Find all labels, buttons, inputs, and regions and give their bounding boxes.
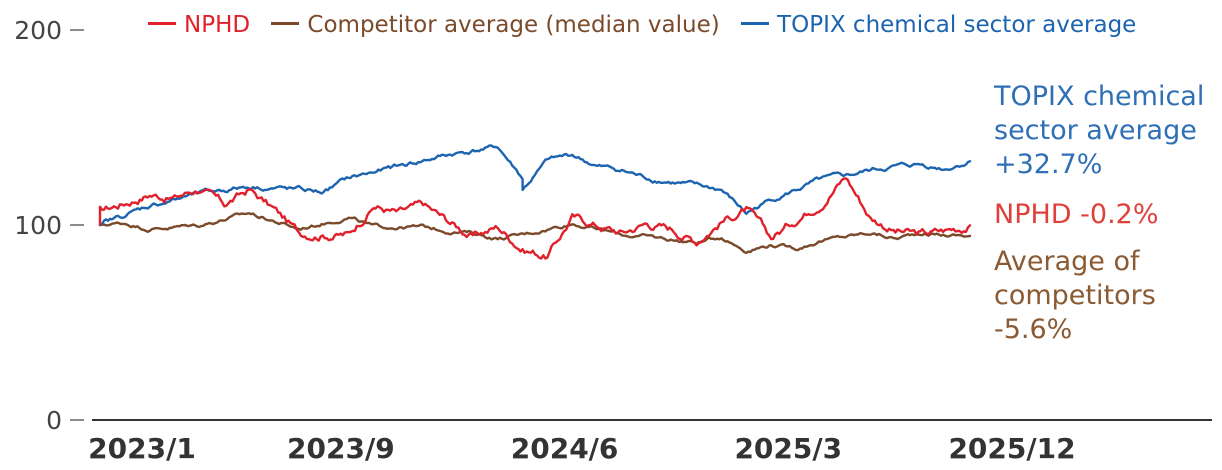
y-axis: 0 100 200 bbox=[14, 16, 84, 435]
legend-label-nphd: NPHD bbox=[184, 12, 251, 38]
annotation-nphd: NPHD -0.2% bbox=[994, 198, 1220, 232]
x-tick-label: 2023/1 bbox=[88, 432, 196, 465]
annotation-topix: TOPIX chemical sector average +32.7% bbox=[994, 80, 1220, 182]
x-axis: 2023/1 2023/9 2024/6 2025/3 2025/12 bbox=[88, 419, 1212, 465]
legend-swatch-competitor bbox=[271, 22, 300, 25]
legend-item-nphd: NPHD bbox=[148, 12, 250, 38]
annotation-topix-line: TOPIX chemical bbox=[994, 81, 1205, 112]
legend-item-competitor: Competitor average (median value) bbox=[271, 12, 720, 38]
annotation-topix-line: sector average bbox=[994, 115, 1197, 146]
annotation-competitors-line: competitors bbox=[994, 280, 1156, 311]
x-tick-label: 2024/6 bbox=[511, 432, 619, 465]
x-tick-label: 2023/9 bbox=[287, 432, 395, 465]
annotation-competitors: Average of competitors -5.6% bbox=[994, 245, 1220, 347]
legend: NPHD Competitor average (median value) T… bbox=[148, 12, 1150, 38]
y-tick-label: 100 bbox=[14, 211, 62, 240]
legend-label-competitor: Competitor average (median value) bbox=[307, 12, 720, 38]
y-tick-label: 0 bbox=[46, 406, 62, 435]
annotation-topix-line: +32.7% bbox=[994, 149, 1103, 180]
series-layer bbox=[98, 144, 972, 260]
legend-swatch-topix bbox=[741, 22, 770, 25]
annotation-nphd-line: NPHD -0.2% bbox=[994, 199, 1159, 230]
annotation-competitors-line: Average of bbox=[994, 246, 1140, 277]
annotation-competitors-line: -5.6% bbox=[994, 314, 1073, 345]
legend-item-topix: TOPIX chemical sector average bbox=[741, 12, 1136, 38]
y-tick-label: 200 bbox=[14, 16, 62, 45]
x-tick-label: 2025/12 bbox=[948, 432, 1075, 465]
legend-swatch-nphd bbox=[148, 22, 176, 25]
series-line-nphd bbox=[98, 177, 972, 260]
x-tick-label: 2025/3 bbox=[734, 432, 842, 465]
legend-label-topix: TOPIX chemical sector average bbox=[777, 12, 1137, 38]
series-line-topix bbox=[98, 144, 972, 227]
series-line-competitor bbox=[98, 212, 972, 255]
